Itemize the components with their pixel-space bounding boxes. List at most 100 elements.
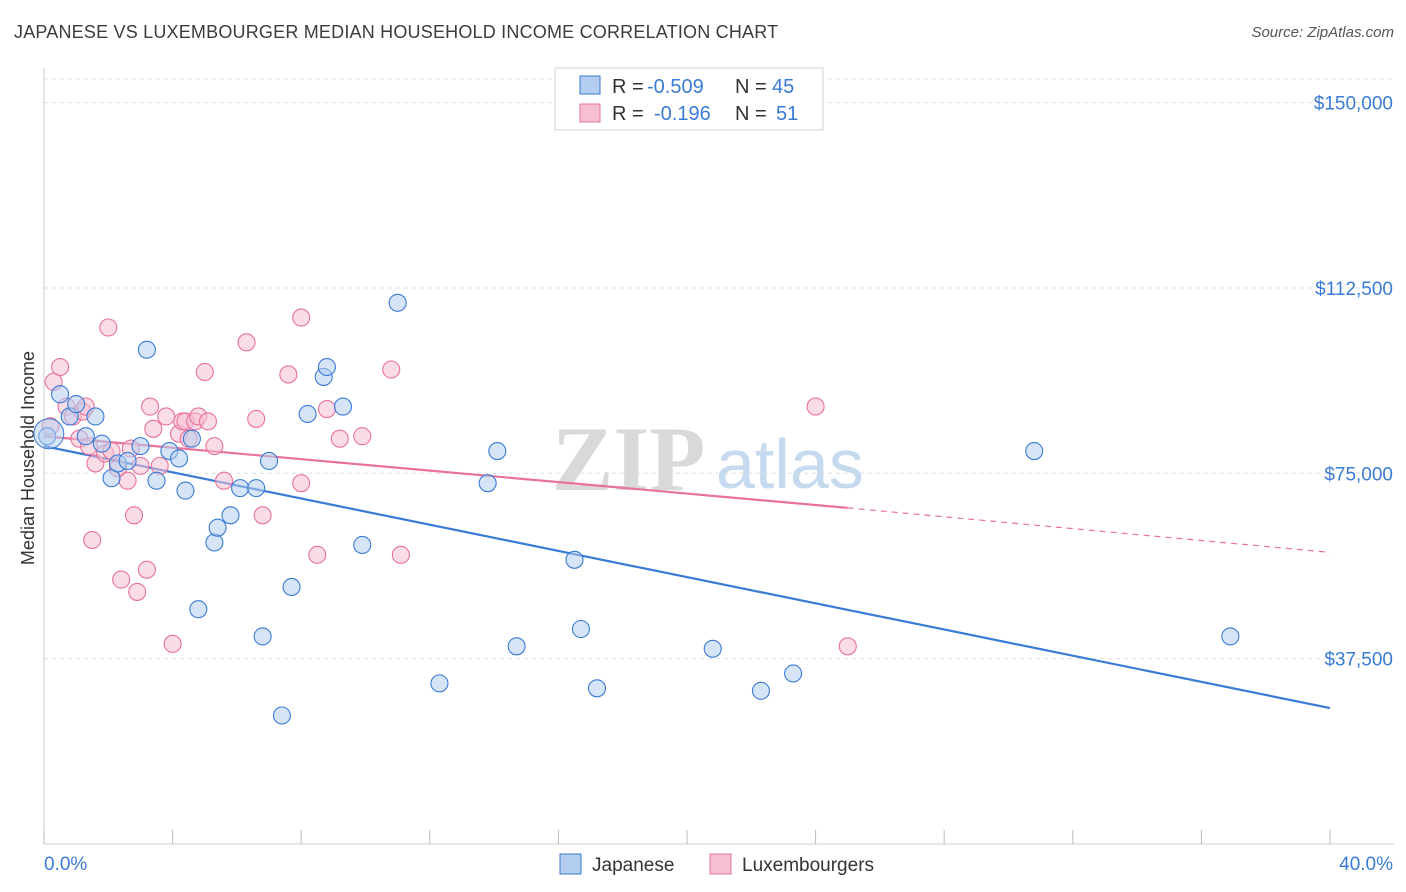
- series-legend-label-luxembourger: Luxembourgers: [742, 855, 874, 876]
- data-point: [76, 427, 95, 446]
- y-tick-label: $75,000: [1324, 464, 1393, 485]
- stats-n-label-luxembourger: N =: [735, 103, 767, 125]
- data-point: [86, 407, 105, 426]
- data-point: [128, 582, 147, 601]
- data-point: [388, 293, 407, 312]
- data-point: [99, 318, 118, 337]
- y-axis-label: Median Household Income: [18, 351, 38, 565]
- data-point: [308, 545, 327, 564]
- data-point: [784, 664, 803, 683]
- data-point: [430, 674, 449, 693]
- data-point: [317, 399, 336, 419]
- watermark-atlas: atlas: [716, 425, 864, 503]
- data-point-cluster: [33, 418, 65, 450]
- data-point: [182, 429, 201, 448]
- trendline-luxembourger-extension: [847, 507, 1331, 553]
- series-legend: Japanese Luxembourgers: [559, 853, 874, 876]
- data-point: [333, 397, 353, 416]
- y-tick-label: $37,500: [1324, 650, 1393, 671]
- data-point: [298, 404, 317, 424]
- data-point: [1221, 627, 1240, 646]
- data-point: [253, 506, 272, 525]
- stats-legend: R = -0.509 N = 45 R = -0.196 N = 51: [554, 67, 824, 131]
- data-point: [391, 545, 410, 564]
- data-point: [205, 437, 224, 456]
- data-point: [195, 362, 214, 382]
- data-point: [478, 474, 497, 493]
- series-legend-swatch-japanese: [559, 853, 582, 875]
- data-point: [317, 357, 336, 377]
- stats-n-label-japanese: N =: [735, 76, 767, 98]
- stats-legend-swatch-luxembourger: [579, 103, 601, 123]
- data-point: [118, 451, 137, 470]
- data-point: [92, 434, 111, 453]
- data-point: [118, 471, 137, 490]
- data-point: [214, 471, 234, 490]
- data-point: [147, 471, 166, 490]
- data-point: [247, 409, 266, 428]
- stats-r-label-japanese: R =: [612, 76, 644, 98]
- data-point: [141, 397, 160, 416]
- watermark-zip: ZIP: [552, 408, 705, 510]
- x-tick-label-max: 40.0%: [1339, 854, 1393, 875]
- data-point: [751, 681, 770, 700]
- axes: [43, 68, 1394, 845]
- chart-title: JAPANESE VS LUXEMBOURGER MEDIAN HOUSEHOL…: [14, 22, 779, 42]
- series-legend-label-japanese: Japanese: [592, 855, 674, 876]
- data-point: [150, 456, 169, 475]
- data-point: [565, 550, 584, 569]
- data-point: [488, 442, 507, 461]
- data-point: [272, 706, 291, 725]
- gridlines: [44, 78, 1394, 660]
- data-point: [1025, 442, 1044, 461]
- data-point: [353, 535, 372, 555]
- stats-r-value-luxembourger: -0.196: [654, 103, 711, 125]
- data-point: [124, 506, 144, 525]
- data-point: [51, 357, 70, 377]
- data-point: [587, 679, 607, 698]
- data-point: [144, 419, 163, 438]
- stats-r-label-luxembourger: R =: [612, 103, 644, 125]
- stats-legend-swatch-japanese: [579, 75, 601, 95]
- data-point: [330, 429, 349, 448]
- data-point: [703, 639, 722, 658]
- data-point: [51, 385, 70, 404]
- data-point: [231, 479, 250, 498]
- stats-n-value-japanese: 45: [772, 76, 794, 98]
- stats-n-value-luxembourger: 51: [776, 103, 798, 125]
- data-point: [292, 308, 311, 327]
- data-point: [157, 407, 176, 426]
- data-point: [208, 518, 227, 537]
- data-point: [247, 479, 266, 498]
- source-label: Source: ZipAtlas.com: [1251, 24, 1394, 41]
- data-point: [176, 481, 195, 500]
- x-tick-label-min: 0.0%: [44, 854, 87, 875]
- data-point: [292, 474, 311, 493]
- data-point: [67, 395, 86, 414]
- data-point: [282, 577, 301, 597]
- stats-r-value-japanese: -0.509: [647, 76, 704, 98]
- data-point: [838, 637, 857, 656]
- data-point: [83, 530, 102, 550]
- japanese-points: [33, 293, 1240, 725]
- data-point: [137, 560, 156, 579]
- data-point: [131, 437, 150, 456]
- y-tick-labels: $37,500 $75,000 $112,500 $150,000: [1314, 94, 1393, 671]
- data-point: [259, 451, 279, 470]
- data-point: [112, 570, 131, 589]
- data-point: [806, 397, 825, 416]
- data-point: [169, 449, 189, 468]
- y-tick-label: $112,500: [1315, 279, 1393, 300]
- data-point: [237, 333, 256, 352]
- data-point: [507, 637, 526, 656]
- data-point: [198, 412, 218, 431]
- series-legend-swatch-luxembourger: [709, 853, 732, 875]
- data-point: [253, 627, 272, 646]
- y-tick-label: $150,000: [1314, 94, 1393, 115]
- data-point: [279, 365, 298, 384]
- data-point: [221, 506, 240, 525]
- data-point: [163, 634, 182, 653]
- data-point: [571, 619, 590, 639]
- data-point: [137, 340, 156, 359]
